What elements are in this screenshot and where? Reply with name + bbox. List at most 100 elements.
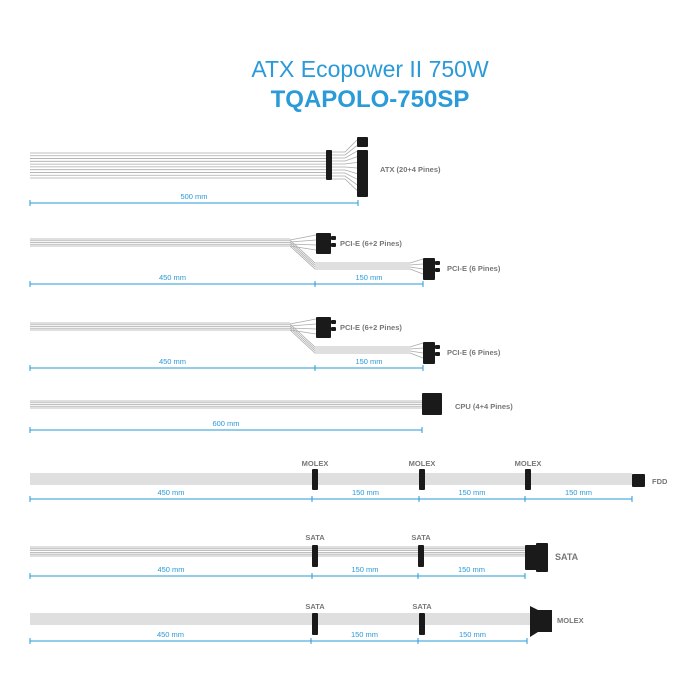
wire (289, 327, 424, 354)
model-number: TQAPOLO-750SP (270, 86, 470, 113)
molex-connector (312, 469, 318, 490)
molex-connector (419, 469, 425, 490)
wire (289, 243, 317, 246)
sata-connector (419, 613, 425, 635)
connector-label: PCI-E (6+2 Pines) (340, 239, 402, 248)
pcie-6pin-connector (423, 342, 435, 364)
connector-label: PCI-E (6+2 Pines) (340, 323, 402, 332)
connector-label: MOLEX (557, 616, 584, 625)
dimension-line (29, 496, 633, 502)
length-label: 150 mm (458, 488, 485, 497)
length-label: 600 mm (212, 419, 239, 428)
length-label: 500 mm (180, 192, 207, 201)
pcie-8pin-connector (316, 317, 331, 338)
cpu-wires (30, 400, 422, 409)
wire (289, 239, 317, 243)
pcie-wires (30, 238, 290, 247)
sata-end-connector (525, 545, 538, 570)
dimension-line (29, 573, 526, 579)
molex-end-connector (530, 606, 552, 637)
connector-label: SATA (305, 533, 325, 542)
wire (332, 156, 358, 162)
connector-label: SATA (555, 552, 579, 562)
wire (332, 172, 358, 180)
connector-label: MOLEX (302, 459, 329, 468)
wire (289, 323, 424, 348)
connector-label: SATA (411, 533, 431, 542)
connector-label: SATA (305, 602, 325, 611)
wire (289, 245, 424, 275)
length-label: 450 mm (157, 488, 184, 497)
connector-label: MOLEX (409, 459, 436, 468)
dimension-line (29, 281, 424, 287)
pin (331, 236, 336, 240)
connector-label: FDD (652, 477, 668, 486)
connector-label: PCI-E (6 Pines) (447, 348, 501, 357)
sata-connector (312, 545, 318, 567)
wire (289, 318, 317, 325)
length-label: 150 mm (458, 565, 485, 574)
connector-label: CPU (4+4 Pines) (455, 402, 513, 411)
connector-label: PCI-E (6 Pines) (447, 264, 501, 273)
fdd-connector (632, 474, 645, 487)
wire (289, 323, 317, 327)
length-label: 450 mm (157, 565, 184, 574)
pcie-6pin-connector (423, 258, 435, 280)
atx-4pin-connector (357, 137, 368, 147)
sata-molex-wires (30, 613, 530, 625)
wire (332, 178, 358, 191)
wire (289, 329, 424, 359)
wire (332, 166, 358, 169)
pin (331, 327, 336, 331)
pin (331, 320, 336, 324)
length-label: 150 mm (351, 630, 378, 639)
length-label: 150 mm (352, 488, 379, 497)
cpu-connector (422, 393, 442, 415)
pin (331, 243, 336, 247)
molex-wires (30, 473, 632, 485)
length-label: 150 mm (355, 357, 382, 366)
length-label: 150 mm (565, 488, 592, 497)
wire (332, 139, 358, 153)
wire (289, 329, 317, 335)
wire (332, 145, 358, 156)
wire (332, 175, 358, 186)
length-label: 150 mm (459, 630, 486, 639)
pcie-branch (289, 234, 424, 275)
pcie-wires (30, 322, 290, 331)
sata-wires (30, 546, 525, 557)
atx-fanout (332, 139, 358, 191)
wire (289, 239, 424, 264)
atx-wires (30, 152, 327, 179)
wire (289, 243, 424, 270)
connector-label: MOLEX (515, 459, 542, 468)
wire (289, 241, 424, 266)
atx-strain-relief (326, 150, 332, 180)
sata-end-connector-cap (536, 543, 548, 572)
atx-20pin-connector (357, 150, 368, 197)
pin (435, 268, 440, 272)
length-label: 450 mm (159, 357, 186, 366)
pcie-branch (289, 318, 424, 359)
wire (289, 234, 317, 241)
length-label: 450 mm (157, 630, 184, 639)
dimension-line (29, 365, 424, 371)
length-label: 150 mm (355, 273, 382, 282)
wire (332, 169, 358, 174)
length-label: 450 mm (159, 273, 186, 282)
wire (332, 150, 358, 159)
sata-connector (312, 613, 318, 635)
pin (435, 352, 440, 356)
length-label: 150 mm (351, 565, 378, 574)
dimension-line (29, 638, 528, 644)
wire (289, 325, 424, 350)
wire (289, 327, 317, 330)
dimension-line (29, 200, 359, 206)
dimension-line (29, 427, 423, 433)
pin (435, 345, 440, 349)
sata-connector (418, 545, 424, 567)
connector-label: SATA (412, 602, 432, 611)
connector-label: ATX (20+4 Pines) (380, 165, 441, 174)
